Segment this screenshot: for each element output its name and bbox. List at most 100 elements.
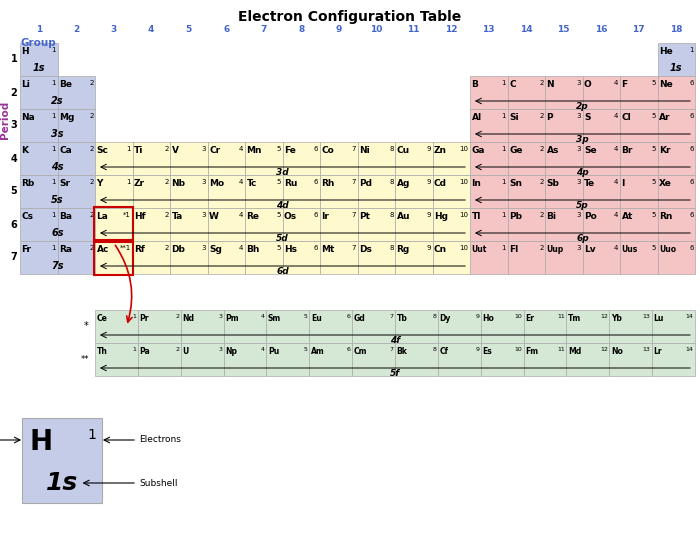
Text: Sr: Sr (59, 179, 70, 188)
Text: Am: Am (311, 347, 325, 356)
Text: Ag: Ag (396, 179, 410, 188)
Text: 1: 1 (52, 245, 56, 251)
Bar (470, 142, 508, 175)
Bar (95, 241, 132, 274)
Text: Br: Br (622, 146, 633, 155)
Text: 8: 8 (389, 179, 393, 185)
Text: 7s: 7s (51, 261, 64, 271)
Bar (524, 343, 566, 376)
Text: 14: 14 (520, 26, 533, 34)
Text: Er: Er (525, 314, 534, 323)
Text: 1: 1 (501, 245, 506, 251)
Text: Al: Al (472, 113, 482, 122)
Text: Lu: Lu (654, 314, 664, 323)
Text: 2: 2 (164, 212, 169, 218)
Text: 2: 2 (89, 113, 94, 119)
Text: 4: 4 (239, 146, 244, 152)
Text: 8: 8 (298, 26, 304, 34)
Bar (433, 241, 470, 274)
Text: Yb: Yb (611, 314, 622, 323)
Text: 8: 8 (433, 347, 436, 352)
Text: 3: 3 (577, 245, 581, 251)
Bar (358, 142, 395, 175)
Text: 11: 11 (557, 314, 565, 319)
Text: Fe: Fe (284, 146, 296, 155)
Text: Hg: Hg (434, 212, 448, 221)
Text: 9: 9 (475, 347, 480, 352)
Text: Fl: Fl (509, 245, 518, 254)
Bar (57, 241, 95, 274)
Text: 1s: 1s (670, 63, 682, 73)
Text: 10: 10 (459, 179, 468, 185)
Text: Pu: Pu (268, 347, 279, 356)
Text: 3: 3 (10, 120, 18, 131)
Text: 3: 3 (577, 212, 581, 218)
Text: 5s: 5s (51, 195, 64, 205)
Text: 5: 5 (652, 245, 656, 251)
Text: Xe: Xe (659, 179, 672, 188)
Bar (438, 310, 481, 343)
Text: 1: 1 (52, 179, 56, 185)
Text: Rb: Rb (22, 179, 35, 188)
Text: *1: *1 (123, 212, 131, 218)
Bar (309, 343, 352, 376)
Bar (138, 343, 181, 376)
Text: Bh: Bh (246, 245, 260, 254)
Bar (524, 310, 566, 343)
Text: U: U (182, 347, 188, 356)
Text: Dy: Dy (440, 314, 451, 323)
Text: Tl: Tl (472, 212, 481, 221)
Text: Sc: Sc (97, 146, 108, 155)
Text: 3: 3 (577, 146, 581, 152)
Bar (20, 142, 57, 175)
Text: 11: 11 (557, 347, 565, 352)
Text: As: As (547, 146, 559, 155)
Text: Cr: Cr (209, 146, 220, 155)
Text: Hf: Hf (134, 212, 146, 221)
Bar (620, 142, 657, 175)
Text: Electrons: Electrons (139, 435, 181, 445)
Text: 3p: 3p (576, 135, 589, 144)
Text: Cl: Cl (622, 113, 631, 122)
Text: 1: 1 (132, 347, 137, 352)
Text: Cu: Cu (396, 146, 410, 155)
Text: Rn: Rn (659, 212, 673, 221)
Text: W: W (209, 212, 219, 221)
Bar (657, 109, 695, 142)
Bar (320, 175, 358, 208)
Bar (657, 241, 695, 274)
Text: Cn: Cn (434, 245, 447, 254)
Text: 2: 2 (164, 146, 169, 152)
Bar (433, 142, 470, 175)
Text: 1: 1 (501, 113, 506, 119)
Bar (609, 310, 652, 343)
Text: 6: 6 (314, 245, 318, 251)
Text: 15: 15 (557, 26, 570, 34)
Bar (245, 208, 283, 241)
Text: 10: 10 (459, 212, 468, 218)
Bar (470, 76, 508, 109)
Text: Sn: Sn (509, 179, 522, 188)
Text: 1: 1 (127, 179, 131, 185)
Text: Bk: Bk (396, 347, 407, 356)
Text: 1: 1 (52, 212, 56, 218)
Text: 3: 3 (202, 212, 206, 218)
Text: 13: 13 (643, 347, 650, 352)
Bar (566, 343, 609, 376)
Bar (309, 310, 352, 343)
Text: He: He (659, 47, 673, 56)
Text: Cd: Cd (434, 179, 447, 188)
Text: O: O (584, 80, 592, 89)
Text: Ta: Ta (172, 212, 183, 221)
Bar (283, 175, 320, 208)
Text: Co: Co (321, 146, 335, 155)
Text: 9: 9 (426, 146, 431, 152)
Text: Pr: Pr (139, 314, 149, 323)
Bar (657, 76, 695, 109)
Text: Ga: Ga (472, 146, 485, 155)
Text: Lr: Lr (654, 347, 662, 356)
Text: 5: 5 (10, 187, 18, 196)
Text: 14: 14 (685, 314, 694, 319)
Text: 10: 10 (459, 146, 468, 152)
Text: Si: Si (509, 113, 519, 122)
